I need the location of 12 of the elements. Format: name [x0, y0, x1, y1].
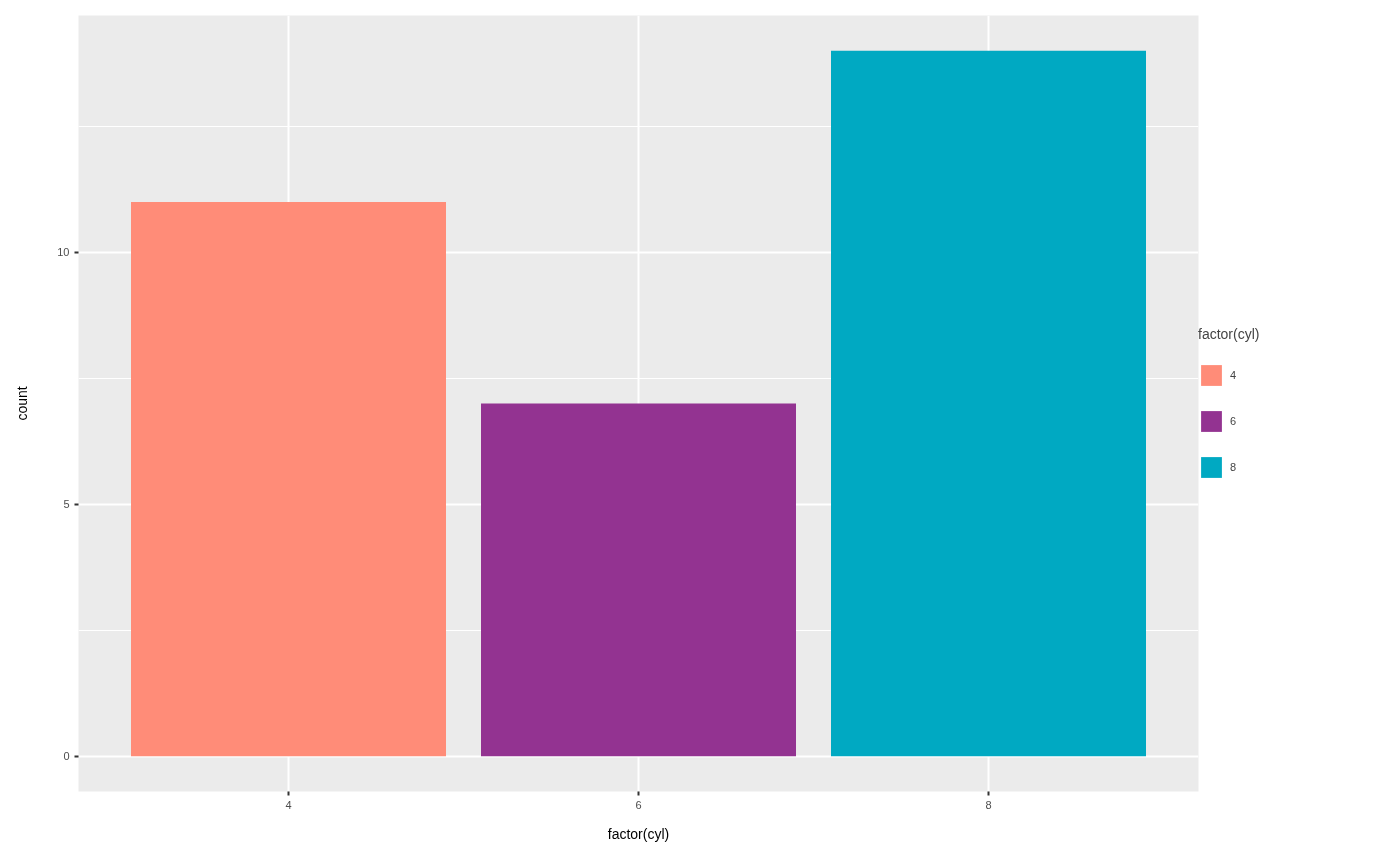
y-axis-title: count [14, 386, 31, 421]
y-tick-label: 5 [63, 498, 70, 511]
legend-label: 4 [1230, 369, 1238, 381]
x-tick-label: 6 [635, 798, 642, 811]
x-tick-label: 4 [285, 798, 292, 811]
x-axis-title: factor(cyl) [607, 825, 670, 842]
y-tick-label: 0 [63, 750, 70, 763]
legend-title: factor(cyl) [1198, 326, 1260, 342]
legend-label: 6 [1230, 415, 1238, 427]
legend-label: 8 [1230, 461, 1238, 473]
y-tick-label: 10 [57, 246, 70, 259]
x-tick-label: 8 [985, 798, 992, 811]
